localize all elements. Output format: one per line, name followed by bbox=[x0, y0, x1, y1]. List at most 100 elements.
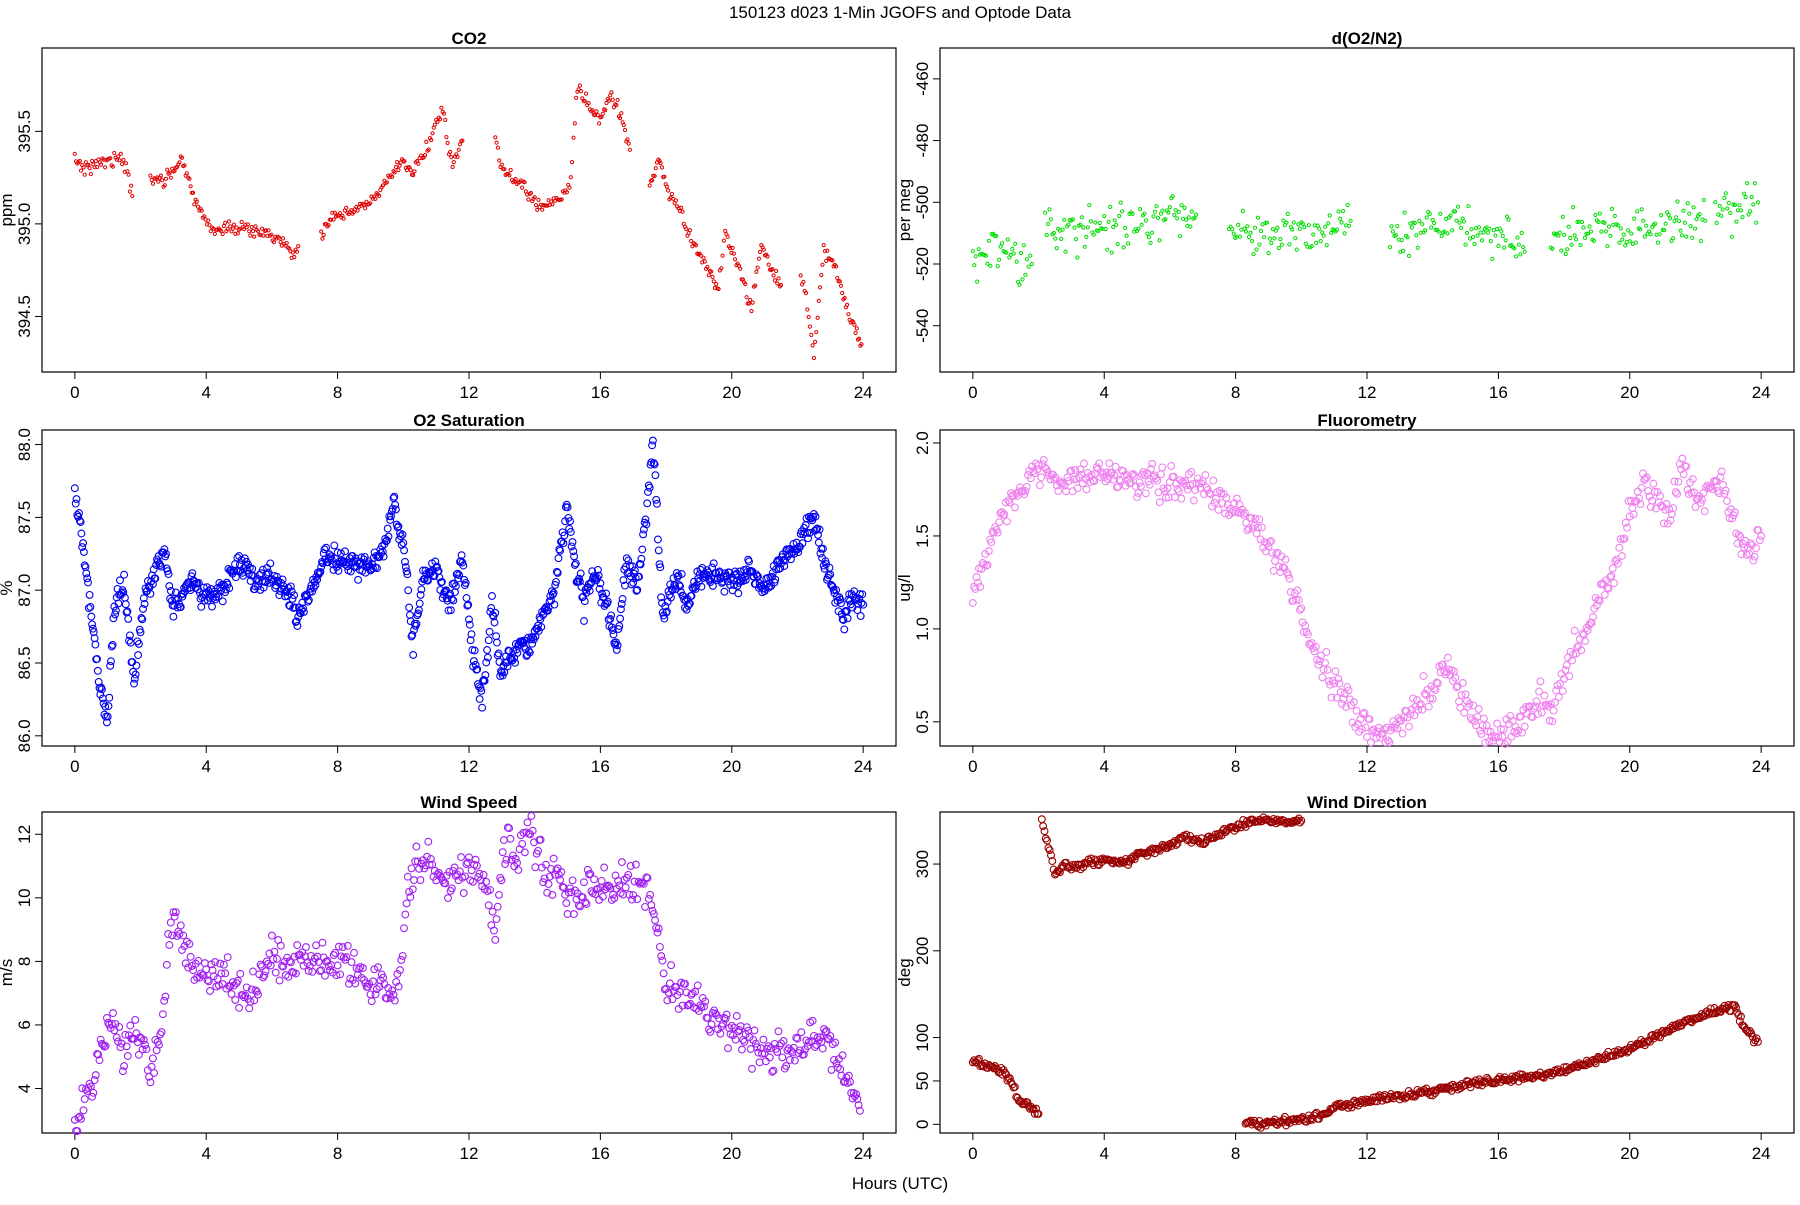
data-point-co2-209 bbox=[377, 193, 382, 198]
data-point-fluor-346 bbox=[1416, 700, 1425, 709]
data-point-co2-426 bbox=[701, 255, 706, 260]
data-point-o2sat-418 bbox=[414, 609, 423, 618]
data-point-o2sat-819 bbox=[743, 567, 752, 576]
data-point-do2n2-292 bbox=[1485, 230, 1491, 235]
data-point-o2sat-570 bbox=[538, 611, 547, 619]
x-tick-label-fluor-0: 0 bbox=[968, 757, 977, 776]
x-tick-label-fluor-4: 4 bbox=[1099, 757, 1108, 776]
data-point-wspd-415 bbox=[598, 892, 607, 901]
data-point-wspd-194 bbox=[314, 958, 323, 966]
data-point-o2sat-161 bbox=[203, 583, 212, 592]
data-point-fluor-359 bbox=[1433, 679, 1442, 688]
data-point-o2sat-300 bbox=[317, 562, 326, 571]
data-point-do2n2-55 bbox=[1063, 249, 1068, 254]
data-point-wspd-24 bbox=[100, 1042, 109, 1051]
data-point-wspd-189 bbox=[308, 967, 317, 976]
data-point-wspd-378 bbox=[552, 866, 561, 875]
data-point-wspd-536 bbox=[751, 1039, 760, 1048]
data-point-co2-447 bbox=[728, 245, 733, 251]
data-point-fluor-575 bbox=[1716, 473, 1725, 482]
data-point-o2sat-576 bbox=[543, 606, 552, 615]
y-tick-label-wspd-2: 8 bbox=[15, 957, 34, 966]
data-point-co2-463 bbox=[748, 297, 753, 303]
data-point-wspd-400 bbox=[580, 878, 588, 887]
data-point-o2sat-304 bbox=[320, 545, 329, 554]
data-point-wspd-375 bbox=[548, 891, 557, 899]
data-point-fluor-50 bbox=[1033, 465, 1042, 474]
data-point-o2sat-490 bbox=[473, 665, 482, 674]
data-point-fluor-514 bbox=[1636, 500, 1645, 509]
data-point-do2n2-426 bbox=[1717, 203, 1722, 208]
data-point-do2n2-164 bbox=[1257, 242, 1262, 247]
data-point-do2n2-270 bbox=[1453, 209, 1458, 214]
data-point-fluor-27 bbox=[1003, 517, 1011, 526]
data-point-o2sat-114 bbox=[164, 570, 173, 579]
data-point-o2sat-605 bbox=[567, 542, 576, 551]
data-point-do2n2-10 bbox=[985, 261, 990, 266]
data-point-do2n2-331 bbox=[1568, 235, 1573, 240]
data-point-do2n2-89 bbox=[1114, 222, 1119, 227]
data-point-wspd-82 bbox=[173, 931, 182, 940]
data-point-do2n2-243 bbox=[1412, 220, 1417, 226]
data-point-fluor-66 bbox=[1054, 487, 1063, 496]
data-point-do2n2-23 bbox=[1004, 250, 1009, 255]
data-point-wspd-104 bbox=[200, 959, 209, 968]
data-point-do2n2-223 bbox=[1345, 202, 1350, 208]
data-point-o2sat-264 bbox=[287, 587, 296, 596]
data-point-wspd-257 bbox=[394, 982, 403, 991]
data-point-wspd-469 bbox=[667, 961, 676, 970]
data-point-do2n2-38 bbox=[1026, 264, 1031, 269]
data-point-do2n2-244 bbox=[1414, 233, 1419, 238]
data-point-co2-4 bbox=[77, 158, 82, 164]
data-point-fluor-219 bbox=[1250, 521, 1258, 530]
data-point-fluor-307 bbox=[1365, 715, 1374, 724]
data-point-do2n2-217 bbox=[1336, 209, 1341, 214]
y-tick-label-fluor-1: 1.0 bbox=[913, 617, 932, 641]
data-point-do2n2-45 bbox=[1048, 217, 1054, 222]
data-point-wspd-93 bbox=[186, 952, 195, 961]
data-point-do2n2-408 bbox=[1682, 220, 1688, 225]
data-point-wspd-462 bbox=[658, 956, 667, 965]
data-point-fluor-358 bbox=[1432, 678, 1441, 687]
data-point-do2n2-375 bbox=[1633, 240, 1638, 245]
data-point-do2n2-33 bbox=[1018, 250, 1024, 256]
data-point-co2-435 bbox=[712, 285, 718, 291]
data-point-wspd-54 bbox=[137, 1034, 146, 1043]
data-point-wspd-166 bbox=[279, 962, 288, 971]
data-point-fluor-348 bbox=[1419, 672, 1428, 680]
data-point-fluor-426 bbox=[1520, 722, 1529, 731]
data-point-do2n2-49 bbox=[1054, 246, 1059, 251]
data-point-o2sat-935 bbox=[838, 615, 847, 624]
data-point-wspd-16 bbox=[90, 1076, 99, 1085]
data-point-do2n2-239 bbox=[1406, 253, 1412, 258]
y-tick-label-o2sat-0: 86.0 bbox=[15, 719, 34, 752]
data-point-wspd-569 bbox=[793, 1034, 802, 1043]
data-point-o2sat-78 bbox=[134, 639, 143, 648]
data-point-do2n2-254 bbox=[1429, 225, 1434, 230]
y-axis-label-do2n2: per meg bbox=[895, 179, 914, 241]
data-point-co2-251 bbox=[430, 131, 435, 136]
data-point-do2n2-299 bbox=[1496, 243, 1501, 248]
data-point-o2sat-464 bbox=[451, 582, 460, 590]
data-point-wspd-86 bbox=[178, 946, 186, 954]
data-point-o2sat-668 bbox=[619, 576, 628, 585]
data-point-fluor-160 bbox=[1173, 485, 1182, 494]
data-point-fluor-357 bbox=[1431, 686, 1440, 695]
data-point-wspd-599 bbox=[831, 1038, 840, 1047]
data-point-wspd-122 bbox=[223, 953, 232, 962]
data-point-co2-134 bbox=[260, 226, 265, 231]
data-point-wspd-144 bbox=[251, 986, 260, 995]
data-point-o2sat-736 bbox=[675, 581, 684, 589]
data-point-fluor-391 bbox=[1474, 705, 1483, 713]
data-point-wspd-574 bbox=[799, 1050, 808, 1059]
data-point-co2-21 bbox=[99, 162, 104, 167]
data-point-fluor-138 bbox=[1145, 480, 1154, 489]
data-point-o2sat-713 bbox=[656, 563, 665, 572]
data-point-do2n2-96 bbox=[1124, 233, 1129, 238]
data-point-fluor-443 bbox=[1543, 700, 1551, 709]
data-point-fluor-114 bbox=[1115, 475, 1124, 484]
data-point-fluor-83 bbox=[1076, 465, 1085, 474]
data-point-do2n2-88 bbox=[1112, 218, 1117, 223]
data-point-do2n2-32 bbox=[1017, 282, 1022, 287]
data-point-o2sat-908 bbox=[816, 549, 825, 558]
